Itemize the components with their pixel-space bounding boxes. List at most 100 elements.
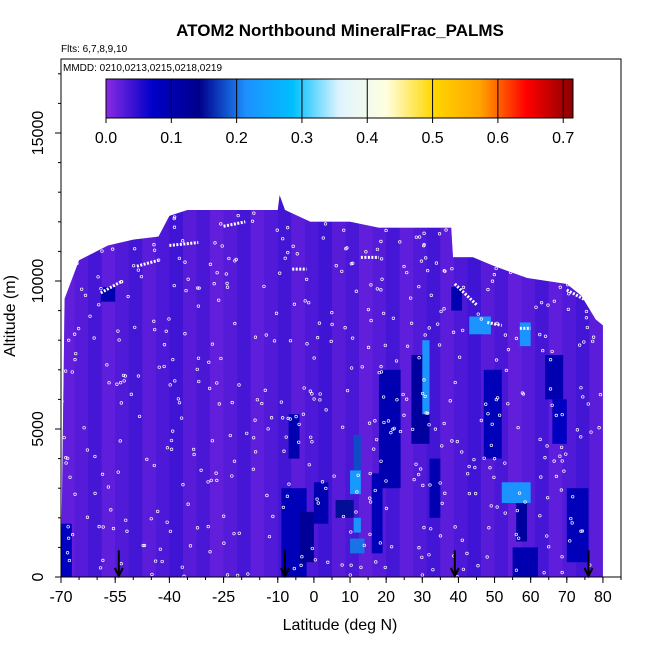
- sample-point: [383, 565, 387, 570]
- x-tick-label: -40: [158, 589, 181, 606]
- sample-point: [423, 394, 427, 399]
- sample-point: [195, 367, 199, 372]
- sample-point: [232, 459, 237, 463]
- sample-point: [237, 531, 241, 535]
- sample-point: [550, 403, 554, 407]
- heatmap-stripe: [304, 195, 319, 577]
- flight-track: [100, 279, 124, 295]
- sample-point: [368, 496, 372, 500]
- sample-point: [543, 334, 548, 338]
- colorbar-tick-label: 0.5: [421, 130, 443, 147]
- heatmap-cell: [353, 434, 361, 471]
- sample-point: [168, 529, 173, 534]
- y-tick-label: 5000: [30, 411, 47, 447]
- sample-point: [264, 333, 268, 337]
- sample-point: [152, 319, 156, 323]
- heatmap-cell: [422, 340, 430, 415]
- sample-point: [133, 325, 137, 330]
- heatmap-stripe: [128, 195, 143, 577]
- sample-point: [105, 363, 109, 367]
- sample-point: [402, 413, 406, 417]
- sample-point: [560, 412, 564, 417]
- sample-point: [310, 392, 314, 396]
- heatmap-cell: [350, 470, 361, 495]
- sample-point: [196, 356, 201, 360]
- sample-point: [560, 555, 564, 559]
- sample-point: [597, 426, 601, 430]
- sample-point: [230, 400, 234, 405]
- sample-point: [419, 467, 423, 471]
- sample-point: [100, 472, 105, 476]
- sample-point: [219, 222, 223, 226]
- sample-point: [97, 303, 101, 307]
- sample-point: [495, 396, 500, 400]
- heatmap-stripe: [182, 195, 197, 577]
- sample-point: [383, 343, 387, 348]
- x-tick-label: 70: [558, 589, 576, 606]
- sample-point: [195, 526, 200, 530]
- sample-point: [389, 431, 393, 435]
- sample-point: [98, 566, 103, 570]
- sample-point: [318, 398, 322, 402]
- sample-point: [62, 435, 66, 440]
- sample-point: [450, 267, 454, 271]
- sample-point: [73, 492, 77, 496]
- heatmap-cell: [61, 523, 72, 577]
- sample-point: [186, 502, 190, 506]
- sample-point: [285, 226, 290, 230]
- sample-point: [269, 416, 274, 420]
- sample-point: [538, 437, 542, 442]
- sample-point: [162, 343, 167, 347]
- sample-point: [460, 450, 464, 454]
- sample-point: [192, 452, 196, 457]
- sample-point: [65, 456, 70, 461]
- sample-point: [169, 438, 174, 443]
- sample-point: [378, 541, 382, 545]
- sample-point: [516, 536, 521, 540]
- sample-point: [580, 529, 585, 533]
- sample-point: [354, 510, 358, 514]
- heatmap-cell: [469, 316, 491, 335]
- sample-point: [564, 452, 568, 456]
- sample-point: [558, 285, 562, 289]
- sample-point: [362, 543, 366, 548]
- sample-point: [206, 524, 210, 529]
- sample-point: [560, 570, 564, 575]
- sample-point: [217, 402, 221, 406]
- sample-point: [591, 335, 596, 339]
- sample-point: [282, 449, 286, 453]
- sample-points: [61, 206, 603, 577]
- sample-point: [213, 241, 217, 245]
- sample-point: [461, 567, 466, 572]
- heatmap-stripe: [291, 195, 305, 577]
- sample-point: [326, 560, 330, 564]
- sample-point: [93, 491, 97, 496]
- heatmap-stripe: [74, 195, 89, 577]
- sample-point: [538, 514, 542, 518]
- sample-point: [188, 544, 193, 548]
- sample-point: [318, 392, 322, 396]
- sample-point: [111, 247, 115, 251]
- sample-point: [554, 413, 558, 418]
- sample-point: [180, 239, 185, 243]
- sample-point: [504, 368, 509, 373]
- sample-point: [173, 379, 177, 383]
- sample-point: [177, 401, 182, 405]
- sample-point: [307, 463, 311, 467]
- sample-point: [538, 332, 542, 337]
- sample-point: [321, 236, 325, 240]
- sample-point: [76, 326, 81, 331]
- sample-point: [156, 509, 160, 514]
- sample-point: [125, 529, 129, 533]
- dates-note: MMDD: 0210,0213,0215,0218,0219: [63, 63, 222, 74]
- sample-point: [503, 511, 507, 515]
- sample-point: [585, 325, 590, 330]
- sample-point: [176, 397, 181, 401]
- sample-point: [324, 486, 328, 491]
- sample-point: [424, 256, 428, 260]
- sample-point: [427, 553, 431, 557]
- sample-point: [492, 475, 496, 479]
- sample-point: [345, 246, 349, 250]
- sample-point: [215, 271, 219, 275]
- heatmap-stripe: [223, 195, 238, 577]
